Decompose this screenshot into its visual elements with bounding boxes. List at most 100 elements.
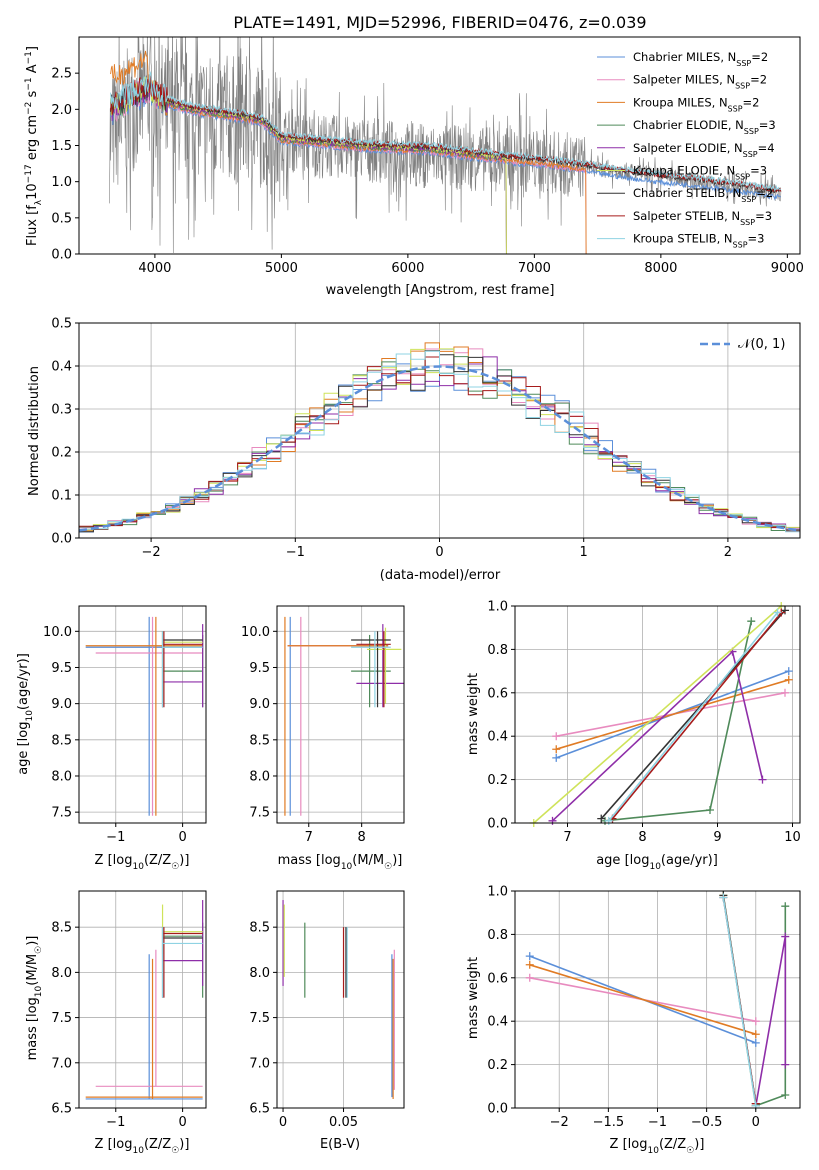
y-tick-label: 2.0 xyxy=(51,103,72,118)
weight-marker-chabrier-miles xyxy=(784,667,793,676)
y-tick-label: 6.5 xyxy=(51,1102,72,1117)
z-mass-frame xyxy=(78,890,207,1109)
x-tick-label: −1 xyxy=(106,1115,125,1130)
x-tick-label: −1 xyxy=(648,1115,667,1130)
x-tick-label: 0.05 xyxy=(329,1115,358,1130)
hist-salpeter-elodie xyxy=(79,356,800,531)
weight-marker-chabrier-elodie xyxy=(706,805,714,814)
weight-marker-salpeter-elodie xyxy=(781,1060,790,1069)
x-tick-label: 0 xyxy=(178,830,186,845)
y-tick-label: 0.4 xyxy=(487,730,508,745)
y-tick-label: 8.5 xyxy=(51,733,72,748)
legend-label-salpeter-stelib: Salpeter STELIB, NSSP=3 xyxy=(633,209,772,227)
legend-label-salpeter-miles: Salpeter MILES, NSSP=2 xyxy=(633,73,767,91)
age-weight-xlabel: age [log10(age/yr)] xyxy=(596,853,718,872)
y-tick-label: 0.0 xyxy=(51,532,72,547)
hist-ylabel: Normed distribution xyxy=(27,366,42,496)
legend-label-kroupa-miles: Kroupa MILES, NSSP=2 xyxy=(633,95,759,113)
y-tick-label: 7.5 xyxy=(51,1011,72,1026)
y-tick-label: 0.4 xyxy=(51,360,72,375)
z-mass-xlabel: Z [log10(Z/Z☉)] xyxy=(95,1137,190,1156)
x-tick-label: 8000 xyxy=(644,261,677,276)
age-weight-frame xyxy=(514,605,801,824)
x-tick-label: 0 xyxy=(435,545,443,560)
y-tick-label: 2.5 xyxy=(51,67,72,82)
y-tick-label: 8.0 xyxy=(249,769,270,784)
y-tick-label: 0.2 xyxy=(487,773,508,788)
weight-marker-salpeter-miles xyxy=(552,732,561,741)
y-tick-label: 0.8 xyxy=(487,643,508,658)
y-tick-label: 0.0 xyxy=(487,817,508,832)
x-tick-label: 7000 xyxy=(518,261,551,276)
weight-marker-salpeter-miles xyxy=(751,1017,760,1026)
normal-curve xyxy=(78,365,801,532)
x-tick-label: 1 xyxy=(580,545,588,560)
y-tick-label: 8.0 xyxy=(51,769,72,784)
spectrum-legend: Chabrier MILES, NSSP=2 Salpeter MILES, NS… xyxy=(597,50,776,249)
weight-marker-salpeter-miles xyxy=(525,973,534,982)
y-tick-label: 1.5 xyxy=(51,139,72,154)
y-tick-label: 0.4 xyxy=(487,1015,508,1030)
z-weight-panel: Z [log10(Z/Z☉)] mass weight −2 −1.5 −1 −0.5… xyxy=(466,885,801,1156)
x-tick-label: 0 xyxy=(279,1115,287,1130)
ebv-mass-frame xyxy=(276,890,405,1109)
legend-label-chabrier-miles: Chabrier MILES, NSSP=2 xyxy=(633,50,768,68)
spectrum-panel: PLATE=1491, MJD=52996, FIBERID=0476, z=0… xyxy=(24,13,804,298)
spectrum-ylabel: Flux [fλ10−17 erg cm−2 s−1 A−1] xyxy=(24,46,44,246)
y-tick-label: 0.5 xyxy=(51,317,72,332)
x-tick-label: 9000 xyxy=(771,261,804,276)
weight-marker-chabrier-stelib xyxy=(597,814,606,823)
age-weight-panel: age [log10(age/yr)] mass weight 7 8 9 10 0.0… xyxy=(466,600,801,873)
spectrum-title: PLATE=1491, MJD=52996, FIBERID=0476, z=0… xyxy=(233,13,646,32)
x-tick-label: 6000 xyxy=(391,261,424,276)
weight-marker-chabrier-miles xyxy=(751,1038,760,1047)
x-tick-label: −1 xyxy=(106,830,125,845)
y-tick-label: 7.5 xyxy=(51,806,72,821)
legend-label-salpeter-elodie: Salpeter ELODIE, NSSP=4 xyxy=(633,141,775,159)
x-tick-label: 8 xyxy=(638,830,646,845)
y-tick-label: 10.0 xyxy=(241,625,270,640)
hist-legend: 𝒩(0, 1) xyxy=(700,337,785,352)
spectrum-xlabel: wavelength [Angstrom, rest frame] xyxy=(326,283,555,298)
y-tick-label: 8.5 xyxy=(249,733,270,748)
y-tick-label: 8.0 xyxy=(249,966,270,981)
z-weight-xlabel: Z [log10(Z/Z☉)] xyxy=(610,1137,705,1156)
y-tick-label: 0.6 xyxy=(487,971,508,986)
mass-age-xlabel: mass [log10(M/M☉)] xyxy=(278,853,403,872)
y-tick-label: 0.1 xyxy=(51,489,72,504)
y-tick-label: 1.0 xyxy=(487,885,508,900)
model-kroupa-miles xyxy=(110,50,587,254)
z-age-xlabel: Z [log10(Z/Z☉)] xyxy=(95,853,190,872)
x-tick-label: 9 xyxy=(713,830,721,845)
y-tick-label: 8.0 xyxy=(51,966,72,981)
weight-marker-salpeter-elodie xyxy=(758,775,767,784)
weight-marker-kroupa-stelib xyxy=(773,608,782,617)
weight-marker-chabrier-miles xyxy=(552,753,561,762)
y-tick-label: 6.5 xyxy=(249,1102,270,1117)
x-tick-label: 2 xyxy=(724,545,732,560)
x-tick-label: 7 xyxy=(305,830,313,845)
y-tick-label: 0.0 xyxy=(487,1102,508,1117)
z-age-ylabel: age [log10(age/yr)] xyxy=(16,653,35,775)
y-tick-label: 9.5 xyxy=(249,661,270,676)
weight-marker-kroupa-miles xyxy=(751,1030,760,1039)
y-tick-label: 1.0 xyxy=(487,600,508,615)
y-tick-label: 7.5 xyxy=(249,1011,270,1026)
age-weight-ylabel: mass weight xyxy=(466,673,481,755)
weight-marker-kroupa-miles xyxy=(525,960,534,969)
y-tick-label: 7.0 xyxy=(249,1056,270,1071)
mass-age-panel: mass [log10(M/M☉)] 7 8 7.5 8.0 8.5 9.0 9.5 10.0 xyxy=(241,605,405,872)
hist-xlabel: (data-model)/error xyxy=(380,568,501,583)
x-tick-label: 7 xyxy=(563,830,571,845)
normal-legend-label: 𝒩(0, 1) xyxy=(738,337,785,352)
x-tick-label: −2 xyxy=(142,545,161,560)
weight-marker-kroupa-miles xyxy=(552,745,561,754)
model-chabrier-elodie xyxy=(110,80,507,254)
weight-marker-chabrier-miles xyxy=(525,952,534,961)
weight-line-kroupa-miles xyxy=(556,679,790,750)
weight-marker-kroupa-miles xyxy=(784,675,793,684)
x-tick-label: 0 xyxy=(752,1115,760,1130)
y-tick-label: 9.5 xyxy=(51,661,72,676)
z-age-frame xyxy=(78,605,207,824)
